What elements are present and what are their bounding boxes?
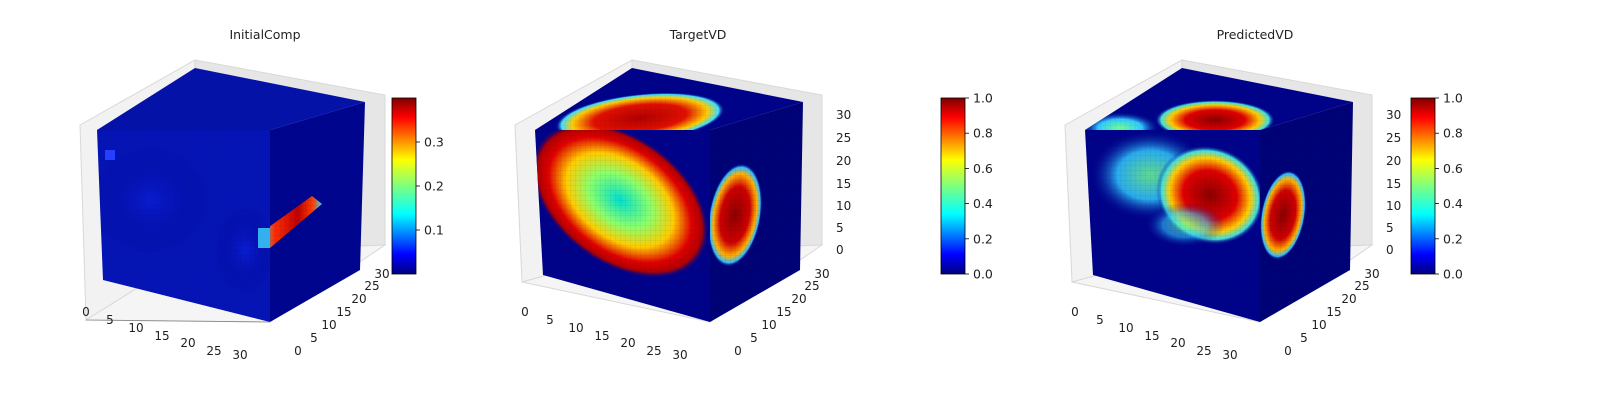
x-tick-label: 5 xyxy=(1096,313,1104,327)
panel-initialcomp: InitialComp 0 5 xyxy=(79,27,444,362)
colorbar-tick-label: 1.0 xyxy=(973,91,993,106)
z-tick-label: 0 xyxy=(836,243,844,257)
colorbar-tick-label: 0.6 xyxy=(973,161,993,176)
z-tick-label: 15 xyxy=(1386,177,1401,191)
y-tick-label: 20 xyxy=(351,292,366,306)
colorbar: 0.0 0.2 0.4 0.6 0.8 1.0 xyxy=(940,91,993,282)
y-tick-label: 30 xyxy=(814,267,829,281)
colorbar-tick-label: 0.3 xyxy=(424,135,444,150)
colorbar-gradient xyxy=(1410,97,1436,275)
x-tick-label: 0 xyxy=(82,305,90,319)
y-tick-label: 30 xyxy=(374,267,389,281)
colorbar-tick-label: 0.0 xyxy=(973,267,993,282)
x-tick-label: 25 xyxy=(646,344,661,358)
panel-title: InitialComp xyxy=(229,27,300,42)
x-tick-label: 0 xyxy=(1071,305,1079,319)
y-tick-label: 15 xyxy=(1326,305,1341,319)
y-axis: 0 5 10 15 20 25 30 xyxy=(1284,267,1379,358)
x-tick-label: 20 xyxy=(1170,336,1185,350)
z-tick-label: 15 xyxy=(836,177,851,191)
z-axis: 0 5 10 15 20 25 30 xyxy=(1386,108,1401,257)
z-tick-label: 0 xyxy=(1386,243,1394,257)
x-tick-label: 10 xyxy=(128,321,143,335)
panel-targetvd: TargetVD 0 5 10 xyxy=(514,27,993,362)
x-tick-label: 20 xyxy=(180,336,195,350)
colorbar: 0.1 0.2 0.3 xyxy=(391,97,444,275)
colorbar-tick-label: 1.0 xyxy=(1443,91,1463,106)
z-tick-label: 10 xyxy=(1386,199,1401,213)
x-tick-label: 20 xyxy=(620,336,635,350)
y-tick-label: 0 xyxy=(1284,344,1292,358)
y-tick-label: 15 xyxy=(336,305,351,319)
x-axis: 0 5 10 15 20 25 30 xyxy=(82,305,271,362)
colorbar-tick-label: 0.4 xyxy=(973,196,993,211)
y-tick-label: 10 xyxy=(1311,318,1326,332)
z-tick-label: 20 xyxy=(1386,154,1401,168)
x-tick-label: 5 xyxy=(546,313,554,327)
x-tick-label: 15 xyxy=(1144,329,1159,343)
y-tick-label: 25 xyxy=(804,279,819,293)
x-tick-label: 25 xyxy=(1196,344,1211,358)
x-tick-label: 30 xyxy=(1222,348,1237,362)
x-axis: 0 5 10 15 20 25 30 xyxy=(521,305,687,362)
y-tick-label: 5 xyxy=(310,331,318,345)
z-tick-label: 30 xyxy=(1386,108,1401,122)
x-axis: 0 5 10 15 20 25 30 xyxy=(1071,305,1237,362)
y-tick-label: 10 xyxy=(761,318,776,332)
y-tick-label: 20 xyxy=(1341,292,1356,306)
cube-top-face xyxy=(97,68,365,130)
y-tick-label: 25 xyxy=(1354,279,1369,293)
y-tick-label: 0 xyxy=(734,344,742,358)
y-tick-label: 15 xyxy=(776,305,791,319)
y-tick-label: 5 xyxy=(1300,331,1308,345)
x-tick-label: 0 xyxy=(521,305,529,319)
x-tick-label: 30 xyxy=(672,348,687,362)
y-tick-label: 30 xyxy=(1364,267,1379,281)
z-tick-label: 30 xyxy=(836,108,851,122)
panel-title: PredictedVD xyxy=(1217,27,1294,42)
x-tick-label: 15 xyxy=(594,329,609,343)
z-tick-label: 5 xyxy=(1386,221,1394,235)
colorbar-tick-label: 0.2 xyxy=(1443,231,1463,246)
x-tick-label: 10 xyxy=(1118,321,1133,335)
voxel-cube xyxy=(97,68,365,322)
colorbar-tick-label: 0.6 xyxy=(1443,161,1463,176)
colorbar-tick-label: 0.1 xyxy=(424,223,444,238)
z-tick-label: 25 xyxy=(1386,131,1401,145)
x-tick-label: 10 xyxy=(568,321,583,335)
x-tick-label: 30 xyxy=(232,348,247,362)
x-tick-label: 15 xyxy=(154,329,169,343)
colorbar-tick-label: 0.2 xyxy=(424,179,444,194)
colorbar-tick-label: 0.8 xyxy=(973,126,993,141)
z-tick-label: 10 xyxy=(836,199,851,213)
colorbar-tick-label: 0.2 xyxy=(973,231,993,246)
x-tick-label: 5 xyxy=(106,313,114,327)
z-tick-label: 5 xyxy=(836,221,844,235)
x-tick-label: 25 xyxy=(206,344,221,358)
colorbar-tick-label: 0.0 xyxy=(1443,267,1463,282)
y-tick-label: 25 xyxy=(364,279,379,293)
colorbar-tick-label: 0.4 xyxy=(1443,196,1463,211)
y-axis: 0 5 10 15 20 25 30 xyxy=(294,267,389,358)
colorbar-tick-label: 0.8 xyxy=(1443,126,1463,141)
colorbar-gradient xyxy=(391,97,417,275)
z-tick-label: 25 xyxy=(836,131,851,145)
y-tick-label: 5 xyxy=(750,331,758,345)
z-tick-label: 20 xyxy=(836,154,851,168)
y-tick-label: 0 xyxy=(294,344,302,358)
colorbar: 0.0 0.2 0.4 0.6 0.8 1.0 xyxy=(1410,91,1463,282)
colorbar-gradient xyxy=(940,97,966,275)
panel-title: TargetVD xyxy=(669,27,727,42)
y-tick-label: 20 xyxy=(791,292,806,306)
y-axis: 0 5 10 15 20 25 30 xyxy=(734,267,829,358)
y-tick-label: 10 xyxy=(321,318,336,332)
panel-predictedvd: PredictedVD xyxy=(1064,27,1463,362)
z-axis: 0 5 10 15 20 25 30 xyxy=(836,108,851,257)
